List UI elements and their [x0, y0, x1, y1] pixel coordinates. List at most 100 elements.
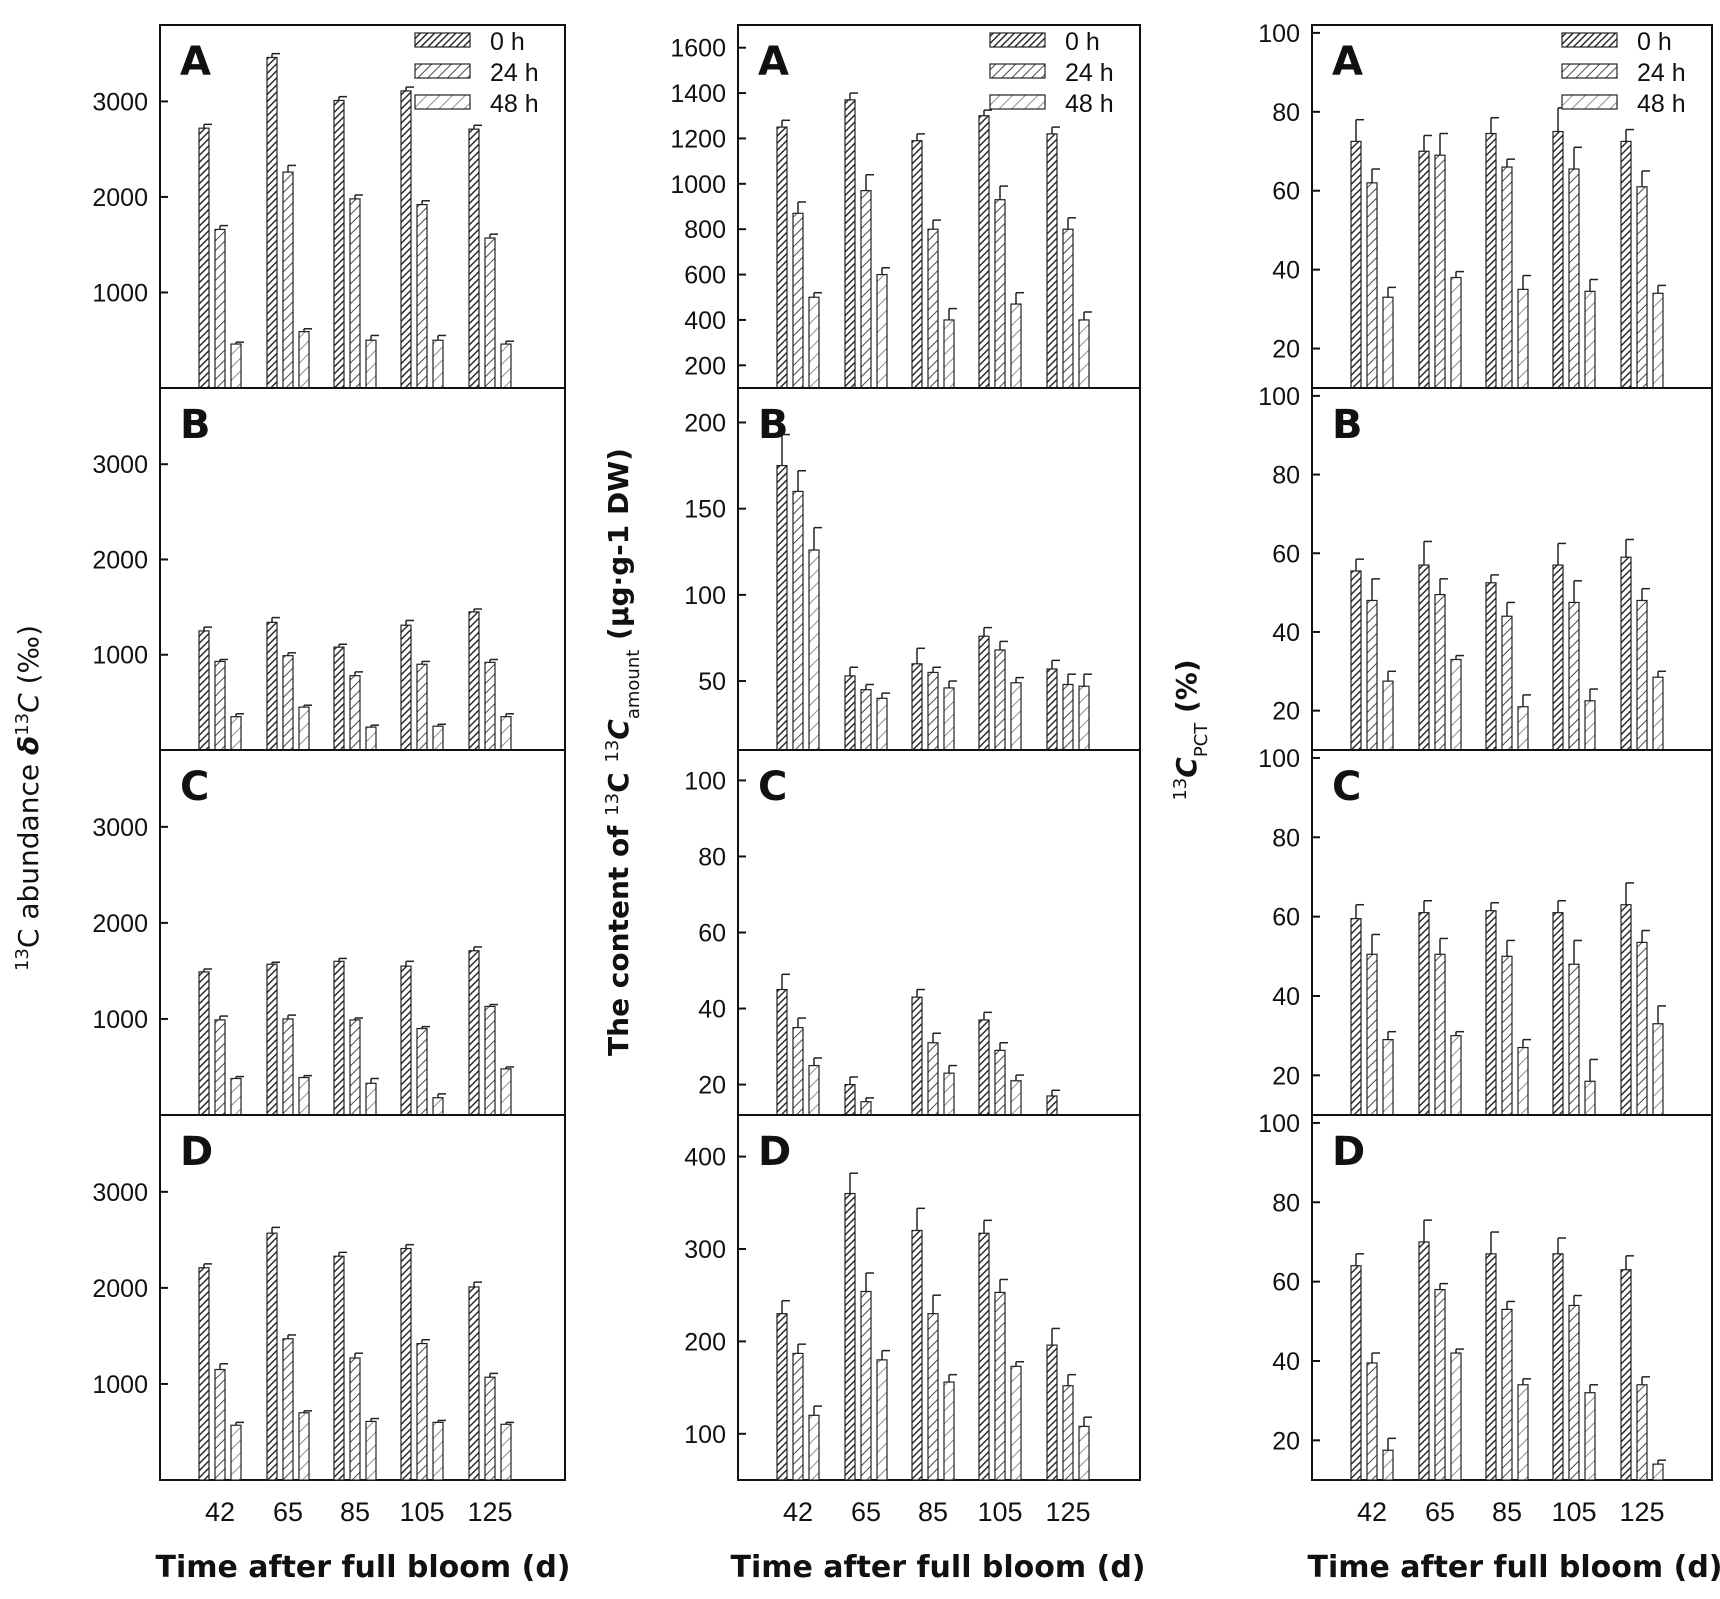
y-tick-label: 3000 — [92, 1179, 148, 1207]
bar-0h-125 — [1620, 140, 1632, 389]
panel-letter: B — [1332, 402, 1363, 448]
bar-24h-65 — [860, 190, 872, 389]
bar-0h-125 — [468, 611, 480, 751]
bar-24h-105 — [416, 663, 428, 751]
y-tick-label: 60 — [698, 920, 726, 948]
bar-24h-42 — [214, 228, 226, 389]
legend-label-0: 0 h — [1637, 28, 1672, 56]
bar-24h-125 — [484, 661, 496, 751]
bar-0h-105 — [400, 90, 412, 389]
panel-col1-B: 1000 2000 3000 B — [92, 387, 566, 751]
bar-48h-125 — [1652, 1023, 1664, 1116]
y-tick-label: 20 — [1272, 698, 1300, 726]
bar-48h-42 — [230, 716, 242, 751]
bar-0h-85 — [911, 996, 923, 1116]
bar-0h-85 — [1485, 1253, 1497, 1481]
bar-24h-125 — [484, 1376, 496, 1481]
y-tick-label: 2000 — [92, 910, 148, 938]
panel-col3-A: 20 40 60 80 100 A 0 h 24 h 48 h — [1258, 20, 1713, 389]
x-tick-label-col2: 105 — [977, 1497, 1022, 1527]
bar-48h-85 — [943, 1072, 955, 1116]
bar-48h-65 — [298, 706, 310, 751]
x-tick-label-col3: 65 — [1425, 1497, 1455, 1527]
bar-24h-65 — [282, 171, 294, 389]
bar-48h-85 — [365, 339, 377, 389]
y-tick-label: 3000 — [92, 88, 148, 116]
bar-48h-105 — [1010, 1080, 1022, 1116]
bar-48h-105 — [1010, 682, 1022, 751]
legend-label-0: 0 h — [1065, 28, 1100, 56]
y-axis-title-col3: 13CPCT (%) — [1170, 659, 1212, 800]
y-tick-label: 400 — [684, 1144, 726, 1172]
bar-0h-105 — [978, 115, 990, 389]
bar-0h-65 — [1418, 1241, 1430, 1481]
bar-24h-105 — [1568, 601, 1580, 751]
x-tick-label-col2: 125 — [1045, 1497, 1090, 1527]
panel-letter: C — [1332, 764, 1361, 810]
y-axis-title-col2: The content of 13C 13Camount (μg·g-1 DW) — [602, 448, 644, 1056]
bar-48h-105 — [1584, 700, 1596, 751]
bar-48h-105 — [432, 1097, 444, 1116]
y-tick-label: 3000 — [92, 814, 148, 842]
bar-0h-105 — [978, 635, 990, 751]
bar-0h-42 — [198, 127, 210, 389]
bar-24h-42 — [1366, 953, 1378, 1116]
bar-48h-105 — [1010, 1365, 1022, 1481]
bar-48h-105 — [1010, 303, 1022, 389]
x-tick-label-col2: 85 — [918, 1497, 948, 1527]
y-tick-label: 200 — [684, 409, 726, 437]
y-tick-label: 60 — [1272, 540, 1300, 568]
bar-0h-65 — [844, 99, 856, 389]
bar-24h-105 — [1568, 963, 1580, 1116]
y-tick-label: 1400 — [670, 80, 726, 108]
legend-swatch-0 — [1561, 32, 1618, 48]
bar-48h-125 — [1078, 1425, 1090, 1481]
bar-0h-42 — [1350, 918, 1362, 1116]
bar-48h-65 — [876, 1359, 888, 1481]
x-tick-label-col1: 42 — [205, 1497, 235, 1527]
bar-0h-105 — [400, 965, 412, 1116]
bar-48h-105 — [1584, 1392, 1596, 1481]
bar-24h-42 — [214, 1368, 226, 1481]
bar-24h-105 — [1568, 1304, 1580, 1481]
bar-0h-125 — [1046, 668, 1058, 751]
bar-48h-125 — [1078, 685, 1090, 751]
legend-label-1: 24 h — [490, 59, 539, 87]
bar-48h-65 — [1450, 1352, 1462, 1481]
x-axis-title-col1: Time after full bloom (d) — [155, 1550, 570, 1585]
bar-0h-105 — [400, 624, 412, 751]
y-tick-label: 80 — [1272, 462, 1300, 490]
bar-0h-65 — [266, 621, 278, 751]
bar-0h-42 — [776, 988, 788, 1116]
bar-0h-85 — [1485, 910, 1497, 1116]
bar-48h-125 — [1652, 1463, 1664, 1481]
y-tick-label: 20 — [1272, 1427, 1300, 1455]
bar-24h-85 — [349, 675, 361, 751]
bar-0h-65 — [266, 56, 278, 389]
y-tick-label: 80 — [1272, 1189, 1300, 1217]
bar-0h-85 — [333, 960, 345, 1116]
y-tick-label: 100 — [1258, 745, 1300, 773]
x-tick-label-col1: 125 — [467, 1497, 512, 1527]
bar-24h-85 — [927, 671, 939, 751]
bar-48h-125 — [500, 716, 512, 751]
bar-0h-65 — [1418, 564, 1430, 751]
bar-24h-42 — [1366, 1362, 1378, 1481]
bar-0h-42 — [198, 1267, 210, 1481]
bar-24h-125 — [1636, 599, 1648, 751]
bar-24h-65 — [1434, 154, 1446, 389]
bar-48h-105 — [432, 725, 444, 751]
y-tick-label: 40 — [1272, 257, 1300, 285]
bar-0h-42 — [776, 1313, 788, 1481]
panel-letter: C — [180, 764, 209, 810]
legend-label-2: 48 h — [1065, 90, 1114, 118]
y-tick-label: 1000 — [670, 171, 726, 199]
bar-24h-42 — [792, 1026, 804, 1116]
legend-swatch-2 — [1561, 94, 1618, 110]
bar-48h-65 — [1450, 1035, 1462, 1116]
bar-24h-105 — [994, 1291, 1006, 1481]
bar-0h-65 — [844, 1192, 856, 1481]
panel-letter: D — [180, 1129, 213, 1175]
x-tick-label-col3: 85 — [1492, 1497, 1522, 1527]
